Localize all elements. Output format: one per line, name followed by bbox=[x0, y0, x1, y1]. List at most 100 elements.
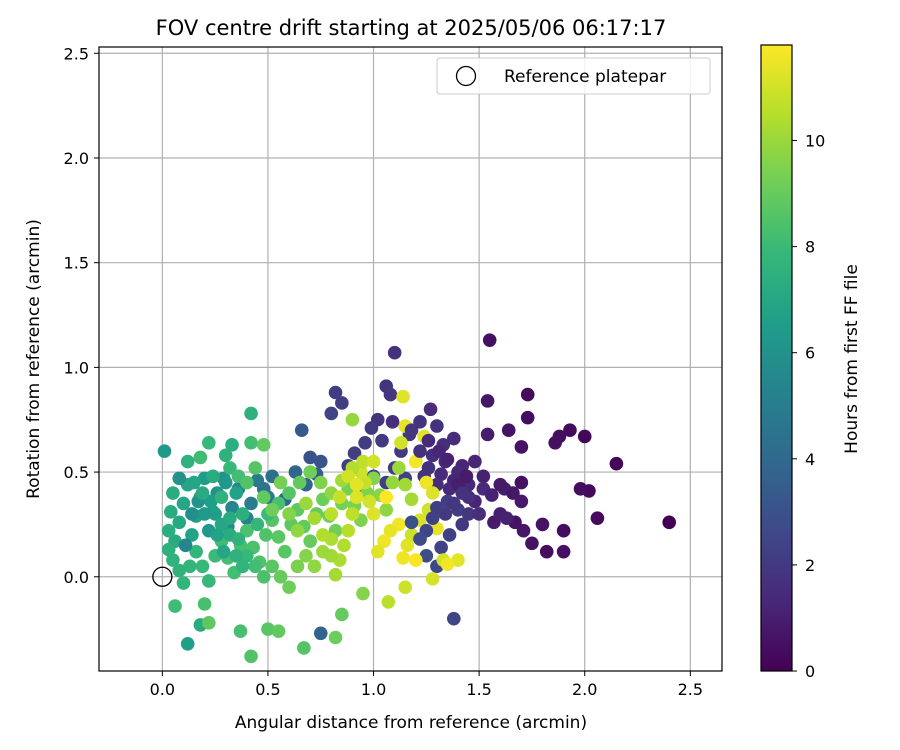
data-point bbox=[229, 549, 244, 563]
x-tick-label: 2.0 bbox=[572, 680, 597, 699]
data-point bbox=[455, 517, 470, 532]
data-point bbox=[366, 507, 381, 521]
colorbar-tick-label: 0 bbox=[805, 662, 815, 681]
colorbar-tick-label: 6 bbox=[805, 344, 815, 363]
data-point bbox=[381, 595, 396, 609]
data-point bbox=[303, 465, 317, 479]
chart-title: FOV centre drift starting at 2025/05/06 … bbox=[156, 16, 667, 40]
data-point bbox=[480, 427, 495, 442]
data-point bbox=[563, 423, 577, 437]
data-point bbox=[261, 622, 275, 636]
data-point bbox=[514, 475, 529, 490]
data-point bbox=[356, 586, 370, 601]
data-point bbox=[206, 469, 220, 484]
data-point bbox=[229, 486, 244, 500]
data-point bbox=[202, 616, 216, 630]
x-tick-label: 2.5 bbox=[678, 680, 703, 699]
data-point bbox=[408, 553, 423, 567]
data-point bbox=[282, 580, 296, 595]
data-point bbox=[662, 515, 677, 530]
data-point bbox=[256, 569, 271, 584]
data-point bbox=[271, 530, 286, 544]
data-point bbox=[250, 517, 265, 532]
data-point bbox=[404, 492, 419, 507]
data-point bbox=[313, 454, 328, 469]
y-axis-ticks: 0.0 0.5 1.0 1.5 2.0 2.5 bbox=[64, 44, 99, 587]
data-point bbox=[265, 559, 279, 574]
data-point bbox=[248, 461, 263, 475]
data-point bbox=[506, 486, 520, 500]
y-tick-label: 0.5 bbox=[64, 463, 89, 482]
data-point bbox=[425, 486, 440, 500]
data-point bbox=[299, 549, 313, 563]
data-point bbox=[324, 507, 339, 521]
legend: Reference platepar bbox=[436, 57, 711, 95]
data-point bbox=[164, 505, 178, 519]
data-point bbox=[256, 438, 271, 452]
data-point bbox=[349, 490, 364, 505]
data-point bbox=[178, 538, 193, 553]
data-point bbox=[425, 572, 440, 586]
data-point bbox=[434, 540, 448, 555]
data-point bbox=[337, 538, 351, 553]
data-point bbox=[548, 435, 562, 450]
colorbar-tick-label: 2 bbox=[805, 556, 815, 575]
scatter-points bbox=[157, 333, 677, 664]
data-point bbox=[185, 528, 199, 542]
data-point bbox=[493, 477, 508, 492]
data-point bbox=[223, 511, 237, 525]
data-point bbox=[265, 502, 279, 517]
data-point bbox=[573, 482, 588, 496]
data-point bbox=[299, 496, 313, 511]
data-point bbox=[313, 475, 328, 490]
data-point bbox=[313, 626, 328, 641]
data-point bbox=[451, 553, 465, 567]
data-point bbox=[396, 551, 410, 565]
data-point bbox=[168, 599, 182, 613]
data-point bbox=[303, 450, 317, 465]
data-point bbox=[461, 507, 476, 521]
data-point bbox=[172, 563, 187, 578]
data-point bbox=[394, 435, 408, 450]
data-point bbox=[362, 494, 377, 509]
data-point bbox=[442, 528, 457, 542]
data-point bbox=[556, 544, 571, 559]
data-point bbox=[240, 523, 254, 538]
data-point bbox=[210, 528, 225, 542]
data-point bbox=[187, 475, 201, 490]
data-point bbox=[185, 507, 199, 521]
data-point bbox=[195, 486, 210, 500]
data-point bbox=[413, 415, 427, 429]
data-point bbox=[216, 544, 231, 559]
data-point bbox=[292, 475, 307, 490]
data-point bbox=[404, 423, 419, 437]
y-tick-label: 1.5 bbox=[64, 254, 89, 273]
y-tick-label: 0.0 bbox=[64, 568, 89, 587]
data-point bbox=[223, 461, 237, 475]
data-point bbox=[157, 444, 172, 458]
y-tick-label: 2.0 bbox=[64, 149, 89, 168]
data-point bbox=[259, 528, 273, 542]
data-point bbox=[288, 465, 303, 479]
data-point bbox=[218, 448, 233, 463]
data-point bbox=[385, 415, 400, 429]
data-point bbox=[370, 544, 385, 559]
data-point bbox=[501, 423, 516, 437]
data-point bbox=[316, 528, 330, 542]
data-point bbox=[419, 475, 434, 490]
data-point bbox=[366, 454, 381, 469]
data-point bbox=[408, 454, 423, 469]
data-point bbox=[499, 511, 514, 525]
colorbar-ticks: 0 2 4 6 8 10 bbox=[792, 131, 825, 681]
data-point bbox=[476, 469, 491, 484]
data-point bbox=[341, 523, 356, 538]
legend-entry-reference-platepar: Reference platepar bbox=[504, 67, 666, 87]
data-point bbox=[208, 507, 222, 521]
data-point bbox=[195, 559, 210, 574]
data-point bbox=[189, 544, 203, 559]
data-point bbox=[244, 649, 258, 664]
data-point bbox=[535, 517, 550, 532]
data-point bbox=[244, 496, 258, 511]
data-point bbox=[240, 475, 254, 490]
